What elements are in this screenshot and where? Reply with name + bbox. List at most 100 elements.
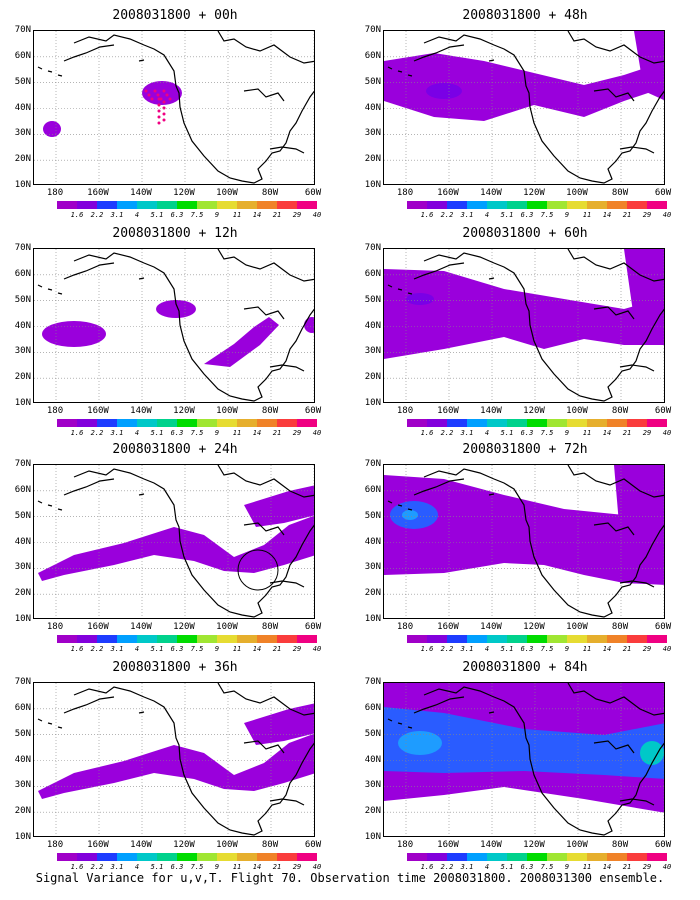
lon-tick-label: 180 (46, 622, 64, 632)
lon-tick-label: 160W (87, 406, 109, 416)
colorbar-swatch (407, 635, 427, 643)
lon-tick-label: 80W (611, 406, 629, 416)
colorbar-label: 11 (582, 211, 592, 219)
colorbar-swatch (507, 419, 527, 427)
colorbar-label: 11 (582, 645, 592, 653)
colorbar-swatch (257, 635, 277, 643)
colorbar-swatch (157, 635, 177, 643)
colorbar-label: 21 (622, 429, 632, 437)
lat-tick-label: 70N (364, 243, 381, 253)
lat-tick-label: 50N (364, 76, 381, 87)
colorbar-swatch (57, 635, 77, 643)
colorbar-swatch (587, 419, 607, 427)
colorbar-label: 1.6 (420, 211, 434, 219)
colorbar-swatch (467, 853, 487, 861)
variance-core (406, 293, 434, 305)
colorbar-label: 9 (214, 429, 220, 437)
colorbar-swatch (567, 201, 587, 209)
colorbar-swatch (507, 853, 527, 861)
lat-tick-label: 40N (14, 536, 31, 547)
observation-dot (156, 93, 160, 97)
variance-core (384, 707, 664, 779)
panel-title: 2008031800 + 72h (462, 442, 588, 457)
target-circle (237, 549, 279, 591)
variance-band (244, 485, 314, 527)
colorbar-label: 3.1 (460, 429, 474, 437)
colorbar-swatch (647, 201, 667, 209)
colorbar-labels: 1.6 2.2 3.1 4 5.1 6.3 7.5 9 11 14 21 29 40 (57, 645, 322, 654)
map-panel: 2008031800 + 24h 70N 60N 50N 40N 30N 20N 10N 180… (0, 434, 350, 659)
variance-band (38, 515, 314, 581)
lon-tick-label: 140W (130, 840, 152, 850)
lat-tick-label: 60N (364, 50, 381, 61)
lat-tick-label: 40N (364, 536, 381, 547)
colorbar-label: 29 (292, 429, 302, 437)
coastline (269, 364, 305, 372)
map-panel: 2008031800 + 60h 70N 60N 50N 40N 30N 20N 10N 180… (350, 218, 700, 443)
lat-tick-label: 20N (364, 588, 381, 599)
lat-tick-label: 20N (14, 372, 31, 383)
variance-blob (43, 121, 61, 137)
colorbar-label: 1.6 (420, 645, 434, 653)
colorbar-swatch (117, 853, 137, 861)
colorbar-label: 40 (662, 863, 672, 871)
colorbar-label: 1.6 (70, 863, 84, 871)
coastline (37, 711, 145, 729)
lat-tick-label: 60N (364, 268, 381, 279)
colorbar-swatch (277, 853, 297, 861)
colorbar-swatch (177, 635, 197, 643)
map-area (33, 464, 315, 619)
map-area (33, 682, 315, 837)
coastline (567, 683, 664, 716)
colorbar-swatch (647, 419, 667, 427)
colorbar-swatch (467, 201, 487, 209)
colorbar-swatch (567, 853, 587, 861)
map-area (33, 248, 315, 403)
colorbar-swatch (427, 635, 447, 643)
colorbar-swatch (447, 635, 467, 643)
colorbar-label: 3.1 (110, 863, 124, 871)
colorbar-label: 4 (134, 863, 140, 871)
colorbar-label: 2.2 (90, 645, 104, 653)
colorbar-label: 6.3 (520, 645, 534, 653)
lon-tick-label: 60W (304, 188, 322, 198)
observation-dot (147, 93, 151, 97)
lon-tick-label: 160W (437, 840, 459, 850)
lat-tick-label: 60N (14, 268, 31, 279)
colorbar-swatch (587, 201, 607, 209)
colorbar-label: 2.2 (90, 429, 104, 437)
colorbar-swatch (157, 419, 177, 427)
colorbar-label: 21 (272, 429, 282, 437)
coastline (567, 465, 664, 498)
coastline (567, 249, 664, 282)
lat-tick-label: 70N (14, 243, 31, 253)
colorbar-label: 6.3 (520, 429, 534, 437)
colorbar-swatch (237, 419, 257, 427)
variance-blob (42, 321, 106, 347)
colorbar-swatch (407, 201, 427, 209)
variance-band (624, 249, 664, 319)
colorbar-label: 6.3 (170, 645, 184, 653)
lat-tick-label: 70N (364, 677, 381, 687)
colorbar-label: 29 (642, 645, 652, 653)
variance-band (634, 31, 664, 101)
lon-tick-label: 60W (304, 406, 322, 416)
lon-tick-label: 160W (87, 622, 109, 632)
colorbar-label: 5.1 (150, 429, 164, 437)
lat-tick-label: 30N (364, 562, 381, 573)
colorbar-label: 29 (292, 645, 302, 653)
lat-tick-label: 40N (364, 320, 381, 331)
coastline (423, 252, 664, 402)
colorbar-label: 6.3 (170, 211, 184, 219)
colorbar-label: 4 (484, 211, 490, 219)
colorbar-label: 9 (564, 211, 570, 219)
colorbar (407, 853, 667, 861)
lon-tick-label: 60W (654, 188, 672, 198)
map-panel: 2008031800 + 12h 70N 60N 50N 40N 30N 20N 10N 180… (0, 218, 350, 443)
coastline (63, 478, 115, 496)
lon-tick-label: 60W (654, 840, 672, 850)
colorbar (57, 201, 317, 209)
lon-tick-label: 100W (216, 188, 238, 198)
colorbar-swatch (527, 201, 547, 209)
colorbar-labels: 1.6 2.2 3.1 4 5.1 6.3 7.5 9 11 14 21 29 40 (407, 645, 672, 654)
